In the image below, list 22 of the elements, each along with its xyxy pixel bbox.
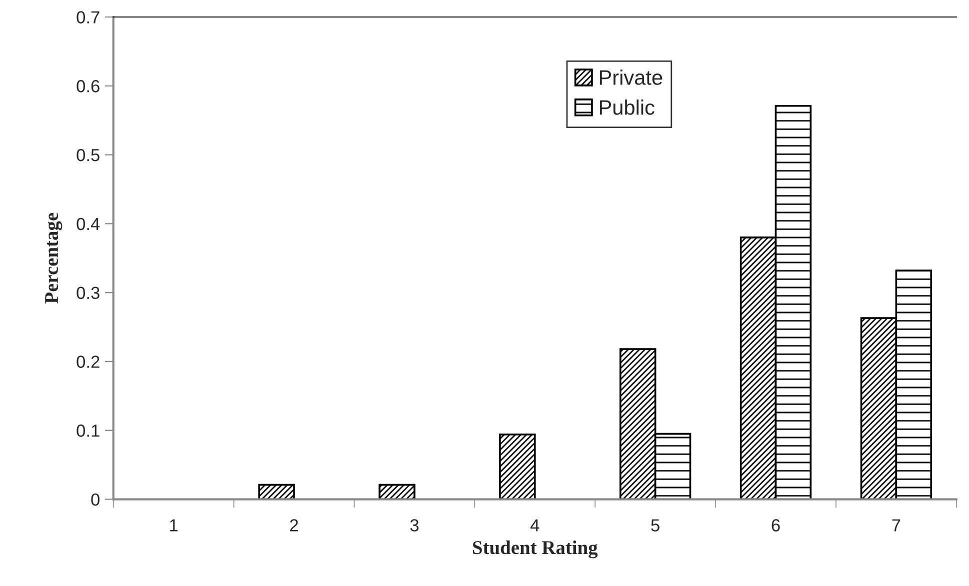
x-tick-label: 2 [290, 519, 298, 532]
y-tick-label: 0.7 [76, 11, 100, 24]
y-axis-title: Percentage [45, 212, 62, 304]
x-axis-title: Student Rating [472, 540, 598, 558]
y-tick-label: 0 [91, 493, 100, 506]
y-tick-label: 0.4 [76, 218, 100, 230]
y-tick-label: 0.6 [76, 80, 100, 92]
x-tick-label: 3 [410, 519, 419, 532]
x-tick-label: 7 [892, 519, 900, 532]
bar [499, 434, 536, 500]
x-tick-label: 4 [530, 519, 540, 532]
x-tick-label: 6 [772, 519, 780, 532]
y-tick-label: 0.3 [76, 286, 100, 300]
legend-label: Public [600, 100, 654, 115]
y-tick-label: 0.1 [76, 424, 100, 437]
legend-label: Private [600, 70, 662, 85]
x-tick-label: 1 [170, 519, 178, 532]
y-tick-label: 0.2 [76, 356, 100, 368]
bar [258, 484, 295, 500]
x-tick-label: 5 [651, 519, 660, 532]
y-tick-label: 0.5 [76, 148, 100, 162]
bar [378, 484, 416, 500]
